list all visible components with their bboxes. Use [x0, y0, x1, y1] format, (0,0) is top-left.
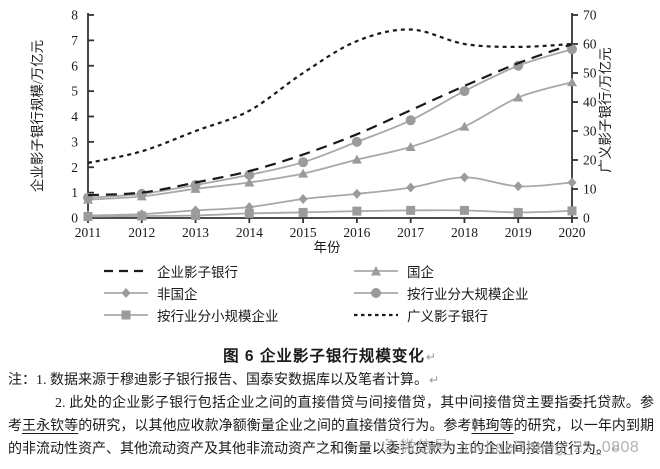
svg-text:2012: 2012: [128, 225, 155, 240]
y-axis-right-title: 广义影子银行/万亿元: [598, 47, 613, 172]
author-name: 王永钦等: [22, 419, 79, 434]
series-large-firms: [83, 44, 577, 203]
svg-text:2015: 2015: [290, 225, 317, 240]
svg-text:2011: 2011: [75, 225, 102, 240]
series-broad-shadow-banking: [87, 28, 573, 164]
svg-text:7: 7: [71, 33, 78, 48]
note-1: 注：1. 数据来源于穆迪影子银行报告、国泰安数据库以及笔者计算。↵: [8, 369, 654, 392]
note-2-text: 的研究，以其他应收款净额衡量企业之间的直接借贷行为。参考: [78, 419, 472, 434]
svg-text:2013: 2013: [182, 225, 209, 240]
svg-text:2016: 2016: [343, 225, 370, 240]
figure-caption: 图 6 企业影子银行规模变化↵: [0, 344, 660, 366]
svg-text:1: 1: [71, 185, 78, 200]
legend-item-large-firms: 按行业分大规模企业: [353, 283, 583, 302]
note-1-text: 注：1. 数据来源于穆迪影子银行报告、国泰安数据库以及笔者计算。: [8, 373, 428, 388]
dash-short-legend-icon: [354, 313, 398, 316]
series-non-soe: [83, 172, 577, 221]
circle-legend-icon: [354, 287, 398, 298]
svg-text:4: 4: [71, 109, 78, 124]
chart-legend: 企业影子银行 国企非国企 按行业分大规模企业按行业分小规模企业 广义影子银行: [103, 261, 583, 324]
svg-text:3: 3: [71, 134, 78, 149]
legend-item-broad-shadow-banking: 广义影子银行: [353, 305, 583, 324]
y-axis-left-title: 企业影子银行规模/万亿元: [29, 40, 45, 192]
svg-text:20: 20: [583, 153, 597, 168]
svg-text:2019: 2019: [505, 225, 532, 240]
svg-text:2014: 2014: [236, 225, 263, 240]
return-mark-icon: ↵: [425, 350, 437, 364]
legend-label: 按行业分大规模企业: [407, 286, 529, 302]
svg-text:0: 0: [583, 211, 590, 226]
x-axis-title: 年份: [314, 240, 341, 255]
note-2: 2. 此处的企业影子银行包括企业之间的直接借贷与间接借贷，其中间接借贷主要指委托…: [8, 392, 654, 461]
legend-item-small-firms: 按行业分小规模企业: [103, 305, 353, 324]
svg-text:6: 6: [71, 58, 78, 73]
series-small-firms: [83, 205, 577, 221]
legend-label: 广义影子银行: [407, 308, 488, 324]
author-name: 韩珣等: [471, 419, 514, 434]
note-2-text: 的研究，以一年内到期的非流动性资产、其他流动资产及其他非流动资产之和衡量以委托贷…: [8, 419, 655, 457]
svg-text:30: 30: [583, 124, 597, 139]
svg-text:60: 60: [583, 37, 597, 52]
svg-text:5: 5: [71, 84, 78, 99]
svg-text:0: 0: [71, 211, 78, 226]
square-legend-icon: [104, 310, 148, 319]
return-mark-icon: ↵: [429, 373, 440, 387]
svg-text:2: 2: [71, 160, 78, 175]
legend-label: 非国企: [157, 286, 198, 302]
legend-label: 企业影子银行: [157, 264, 238, 280]
svg-text:2020: 2020: [559, 225, 586, 240]
return-mark-icon: ↵: [611, 442, 622, 456]
diamond-legend-icon: [104, 287, 148, 298]
axes: [87, 13, 578, 223]
dash-long-legend-icon: [104, 269, 148, 272]
legend-label: 按行业分小规模企业: [157, 308, 279, 324]
svg-text:50: 50: [583, 66, 597, 81]
note-2-text: 2. 此处的企业影子银行包括企业之间的直接借贷与间接借贷，其中间接借贷主要指委托…: [8, 396, 654, 434]
series-corporate-shadow-banking: [87, 43, 573, 197]
svg-text:8: 8: [71, 8, 78, 23]
figure-notes: 注：1. 数据来源于穆迪影子银行报告、国泰安数据库以及笔者计算。↵ 2. 此处的…: [8, 369, 654, 461]
tick-labels: 0 1 2 3 4 5 6 7 8 0 10 20 30 40 50 60 70 2011 2012 2013 2014…: [71, 8, 597, 241]
line-chart: 0 1 2 3 4 5 6 7 8 0 10 20 30 40 50 60 70 2011 2012 2013 2014…: [29, 8, 613, 256]
legend-item-corporate-shadow-banking: 企业影子银行: [103, 261, 353, 280]
svg-text:2017: 2017: [397, 225, 424, 240]
svg-text:2018: 2018: [451, 225, 478, 240]
legend-item-non-soe: 非国企: [103, 283, 353, 302]
svg-text:70: 70: [583, 8, 597, 23]
legend-label: 国企: [407, 264, 434, 280]
svg-text:40: 40: [583, 95, 597, 110]
figure-caption-text: 图 6 企业影子银行规模变化: [223, 348, 425, 365]
svg-text:10: 10: [583, 182, 597, 197]
legend-item-soe: 国企: [353, 261, 583, 280]
triangle-legend-icon: [354, 265, 398, 275]
